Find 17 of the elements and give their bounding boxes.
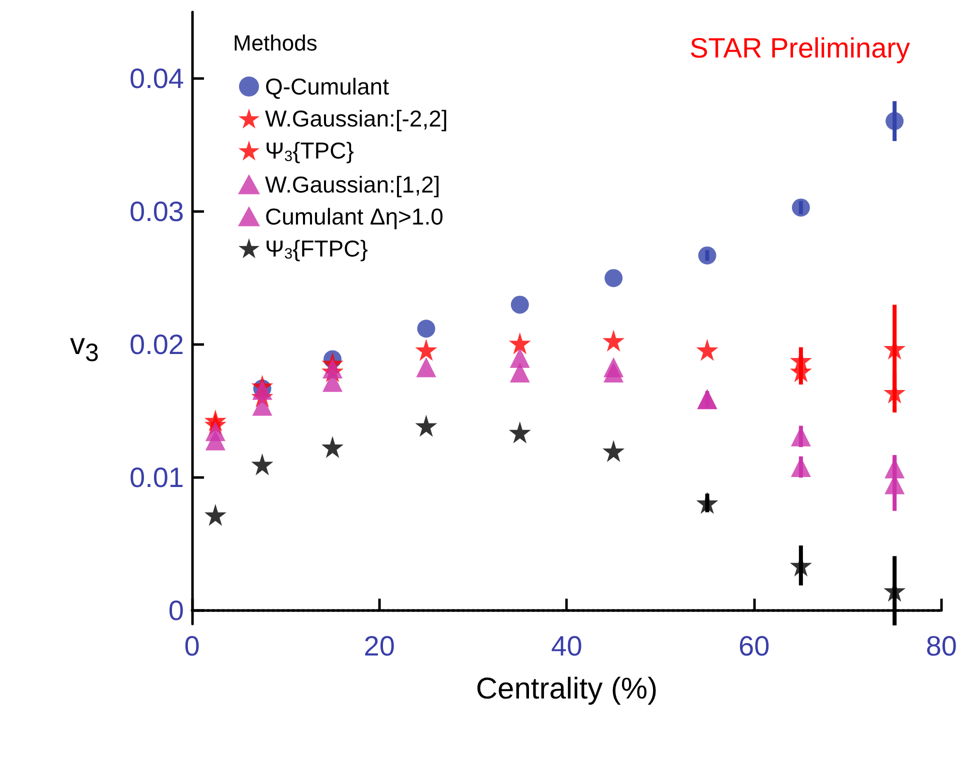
x-tick-label: 80 bbox=[926, 630, 958, 662]
y-tick-label: 0.02 bbox=[130, 329, 184, 360]
y-tick-label: 0.04 bbox=[130, 63, 184, 94]
legend-label: W.Gaussian:[1,2] bbox=[265, 171, 440, 198]
y-tick-label: 0.01 bbox=[130, 462, 184, 494]
legend-label: Cumulant Δη>1.0 bbox=[265, 203, 444, 230]
y-tick-label: 0.03 bbox=[130, 196, 184, 228]
annotation: STAR Preliminary bbox=[690, 32, 910, 64]
x-axis-title: Centrality (%) bbox=[476, 672, 658, 706]
x-tick-label: 60 bbox=[738, 630, 770, 662]
x-tick-label: 40 bbox=[551, 630, 582, 662]
legend-label: Q-Cumulant bbox=[265, 74, 390, 100]
legend-title: Methods bbox=[233, 30, 318, 56]
legend-label: W.Gaussian:[-2,2] bbox=[265, 106, 448, 132]
y-tick-label: 0 bbox=[168, 595, 184, 626]
y-axis-title: v$_{3}$ bbox=[70, 328, 99, 368]
x-tick-label: 20 bbox=[364, 630, 395, 662]
